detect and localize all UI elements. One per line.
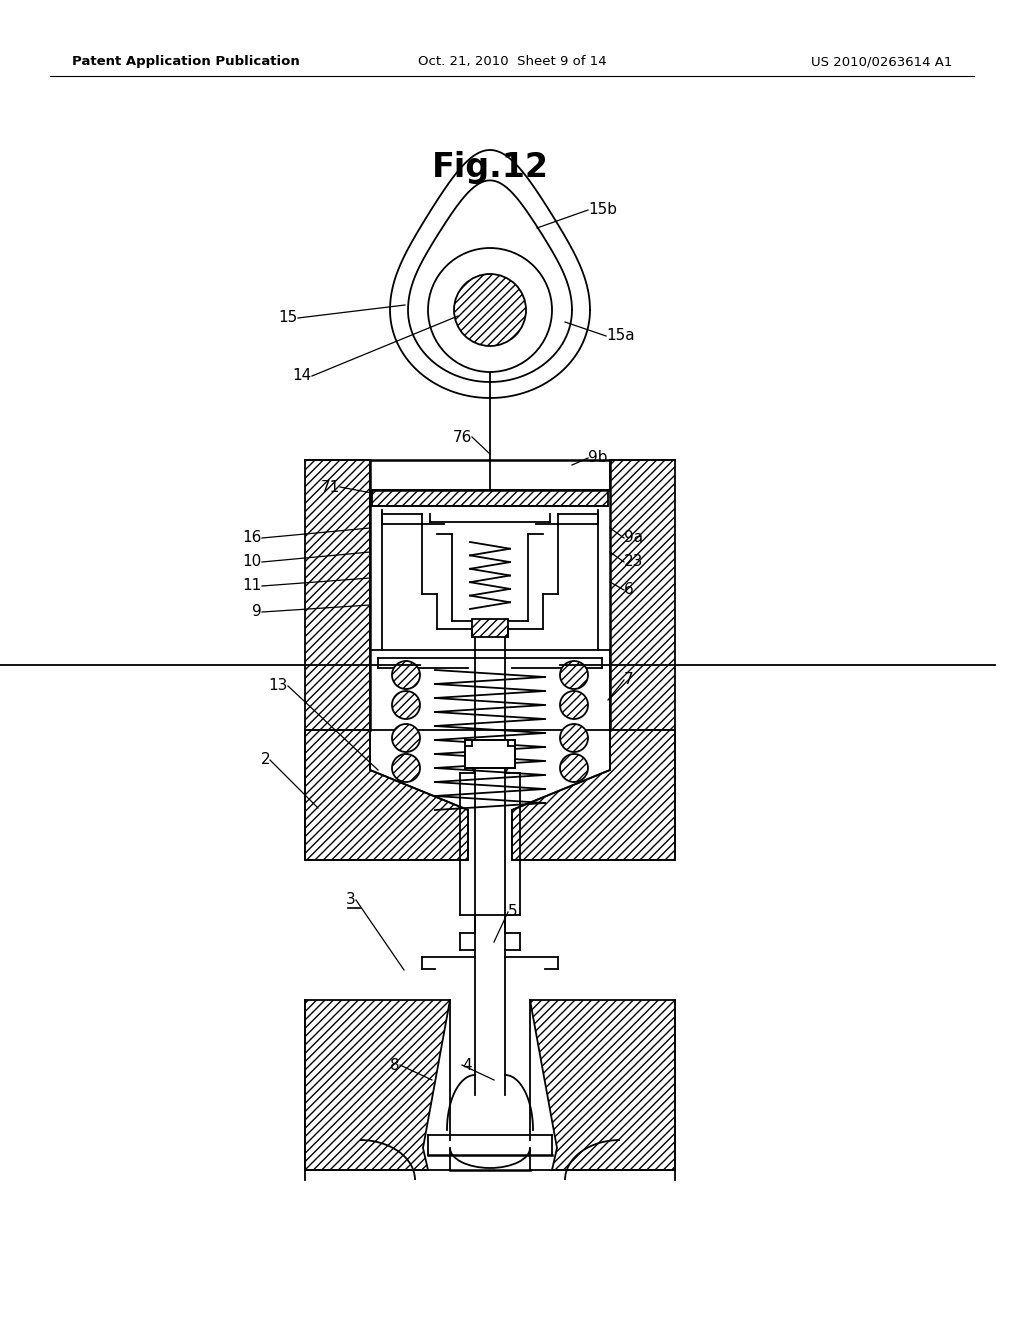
Text: 2: 2 [260, 752, 270, 767]
Text: 16: 16 [243, 531, 262, 545]
Circle shape [454, 275, 526, 346]
Circle shape [392, 754, 420, 781]
Text: 76: 76 [453, 429, 472, 445]
Polygon shape [305, 1001, 450, 1170]
Circle shape [392, 723, 420, 752]
Text: Patent Application Publication: Patent Application Publication [72, 55, 300, 69]
Circle shape [560, 723, 588, 752]
Text: 4: 4 [462, 1057, 472, 1072]
Text: 9a: 9a [624, 531, 643, 545]
Text: 71: 71 [321, 479, 340, 495]
Circle shape [428, 248, 552, 372]
Text: Fig.12: Fig.12 [431, 152, 549, 185]
Text: 15a: 15a [606, 329, 635, 343]
Text: 10: 10 [243, 554, 262, 569]
Circle shape [560, 690, 588, 719]
Bar [370, 490, 610, 649]
Circle shape [560, 754, 588, 781]
Text: 8: 8 [390, 1057, 400, 1072]
Text: 13: 13 [268, 678, 288, 693]
Polygon shape [305, 730, 468, 861]
Bar [372, 490, 608, 506]
Circle shape [392, 661, 420, 689]
Text: 9b: 9b [588, 450, 607, 466]
Text: US 2010/0263614 A1: US 2010/0263614 A1 [811, 55, 952, 69]
Text: 7: 7 [624, 672, 634, 688]
Text: 15b: 15b [588, 202, 617, 218]
Text: 3: 3 [346, 892, 356, 908]
Circle shape [392, 690, 420, 719]
Text: 9: 9 [252, 605, 262, 619]
Polygon shape [530, 1001, 675, 1170]
Text: 15: 15 [279, 310, 298, 326]
Circle shape [560, 661, 588, 689]
Polygon shape [610, 459, 675, 730]
Polygon shape [512, 730, 675, 861]
Polygon shape [305, 459, 370, 730]
Text: 14: 14 [293, 368, 312, 384]
Text: Oct. 21, 2010  Sheet 9 of 14: Oct. 21, 2010 Sheet 9 of 14 [418, 55, 606, 69]
Text: 23: 23 [624, 554, 643, 569]
Text: 5: 5 [508, 904, 517, 920]
Text: 6: 6 [624, 582, 634, 598]
Text: 11: 11 [243, 578, 262, 594]
Bar [472, 619, 508, 638]
Bar [465, 741, 515, 768]
